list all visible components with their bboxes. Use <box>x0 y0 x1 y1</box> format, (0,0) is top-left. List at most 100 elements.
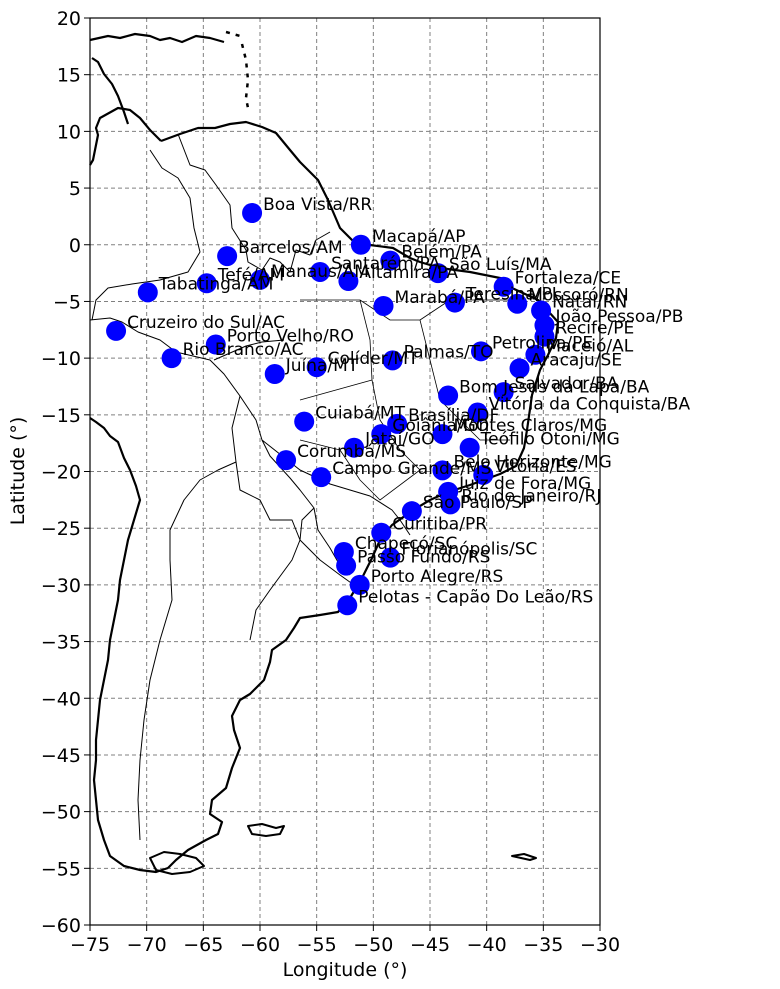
station-label: Vitória/ES <box>494 457 576 477</box>
station-point <box>349 574 370 595</box>
y-tick-label: 10 <box>57 121 81 143</box>
station-label: Vitória da Conquista/BA <box>489 395 691 415</box>
x-axis-label: Longitude (°) <box>283 959 408 981</box>
y-tick-label: −10 <box>41 348 81 370</box>
caribbean-islands <box>225 30 250 109</box>
station-label: Curitiba/PR <box>392 515 487 535</box>
station-point <box>382 350 403 371</box>
south-america-coastline <box>89 106 560 869</box>
station-point <box>438 385 459 406</box>
y-tick-label: 0 <box>69 235 81 257</box>
station-point <box>432 460 453 481</box>
station-label: Altamira/PA <box>359 263 458 283</box>
station-label: Boa Vista/RR <box>263 195 372 215</box>
y-tick-label: 5 <box>69 178 81 200</box>
station-label: Porto Velho/RO <box>227 327 354 347</box>
station-label: São Paulo/SP <box>423 493 533 513</box>
station-point <box>493 276 514 297</box>
station-point <box>534 326 555 347</box>
station-point <box>294 411 315 432</box>
station-label: Passo Fundo/RS <box>357 548 490 568</box>
station-label: Fortaleza/CE <box>515 269 622 289</box>
station-label: Jataí/GO <box>364 430 435 450</box>
station-label: Cuiabá/MT <box>315 404 405 424</box>
station-point <box>373 295 394 316</box>
station-label: Colíder/MT <box>328 349 419 369</box>
station-label: Cruzeiro do Sul/AC <box>127 313 285 333</box>
station-point <box>432 424 453 445</box>
y-tick-label: −60 <box>41 915 81 937</box>
station-label: Mossoró/RN <box>528 286 628 306</box>
station-point <box>444 292 465 313</box>
x-tick-label: −55 <box>297 934 337 956</box>
south-georgia <box>511 853 537 861</box>
station-label: Aracaju/SE <box>531 350 623 370</box>
station-point <box>337 595 358 616</box>
station-point <box>473 464 494 485</box>
station-point <box>217 246 238 267</box>
y-tick-label: −45 <box>41 745 81 767</box>
station-label: Tabatinga/AM <box>158 274 274 294</box>
y-axis-label: Latitude (°) <box>7 417 29 526</box>
station-label: Juiz de Fora/MG <box>458 474 591 494</box>
station-label: Salvador/BA <box>515 374 619 394</box>
station-label: Montes Claros/MG <box>453 416 607 436</box>
station-label: Bom Jesus da Lapa/BA <box>459 378 649 398</box>
station-label: Natal/RN <box>552 293 627 313</box>
station-point <box>196 273 217 294</box>
station-point <box>205 334 226 355</box>
y-tick-label: 15 <box>57 65 81 87</box>
y-tick-label: −50 <box>41 802 81 824</box>
station-label: Tefé/AM <box>217 265 284 285</box>
basemap-outlines <box>89 30 560 875</box>
x-tick-label: −50 <box>353 934 393 956</box>
station-point <box>467 402 488 423</box>
y-tick-label: −5 <box>53 291 81 313</box>
y-tick-label: −15 <box>41 405 81 427</box>
y-tick-label: −40 <box>41 688 81 710</box>
station-markers <box>106 203 555 616</box>
station-point <box>509 358 530 379</box>
y-tick-label: −20 <box>41 462 81 484</box>
station-label: Porto Alegre/RS <box>371 567 504 587</box>
station-point <box>401 501 422 522</box>
station-point <box>338 271 359 292</box>
station-point <box>137 282 158 303</box>
station-point <box>242 203 263 224</box>
station-label: Florianópolis/SC <box>401 540 537 560</box>
station-point <box>371 522 392 543</box>
station-label: Maceió/AL <box>546 337 633 357</box>
station-label: Marabá/PA <box>395 288 486 308</box>
station-label: João Pessoa/PB <box>554 307 683 327</box>
y-tick-label: −30 <box>41 575 81 597</box>
station-label: Pelotas - Capão Do Leão/RS <box>358 587 593 607</box>
y-tick-label: 20 <box>57 8 81 30</box>
station-label: Palmas/TO <box>404 342 494 362</box>
station-label: Belém/PA <box>401 243 482 263</box>
station-point <box>387 413 408 434</box>
station-label: Brasília/DF <box>408 406 499 426</box>
station-point <box>507 293 528 314</box>
y-tick-label: −25 <box>41 518 81 540</box>
station-label: Corumbá/MS <box>297 442 406 462</box>
y-tick-label: −55 <box>41 858 81 880</box>
brazil-state-borders <box>299 299 510 501</box>
station-point <box>440 494 461 515</box>
station-point <box>371 424 392 445</box>
x-tick-label: −30 <box>580 934 620 956</box>
grid-lines <box>90 18 600 925</box>
station-label: Macapá/AP <box>372 227 466 247</box>
falkland-islands <box>247 823 285 837</box>
x-tick-label: −60 <box>240 934 280 956</box>
station-label: Juína/MT <box>285 356 359 376</box>
x-tick-label: −75 <box>70 934 110 956</box>
station-point <box>427 263 448 284</box>
x-tick-label: −45 <box>410 934 450 956</box>
station-label: Petrolina/PE <box>492 333 593 353</box>
station-point <box>311 467 332 488</box>
station-point <box>250 269 270 290</box>
station-label: Manaus/AM <box>271 262 369 282</box>
internal-borders <box>89 133 411 841</box>
station-label: São Luís/MA <box>449 255 552 275</box>
